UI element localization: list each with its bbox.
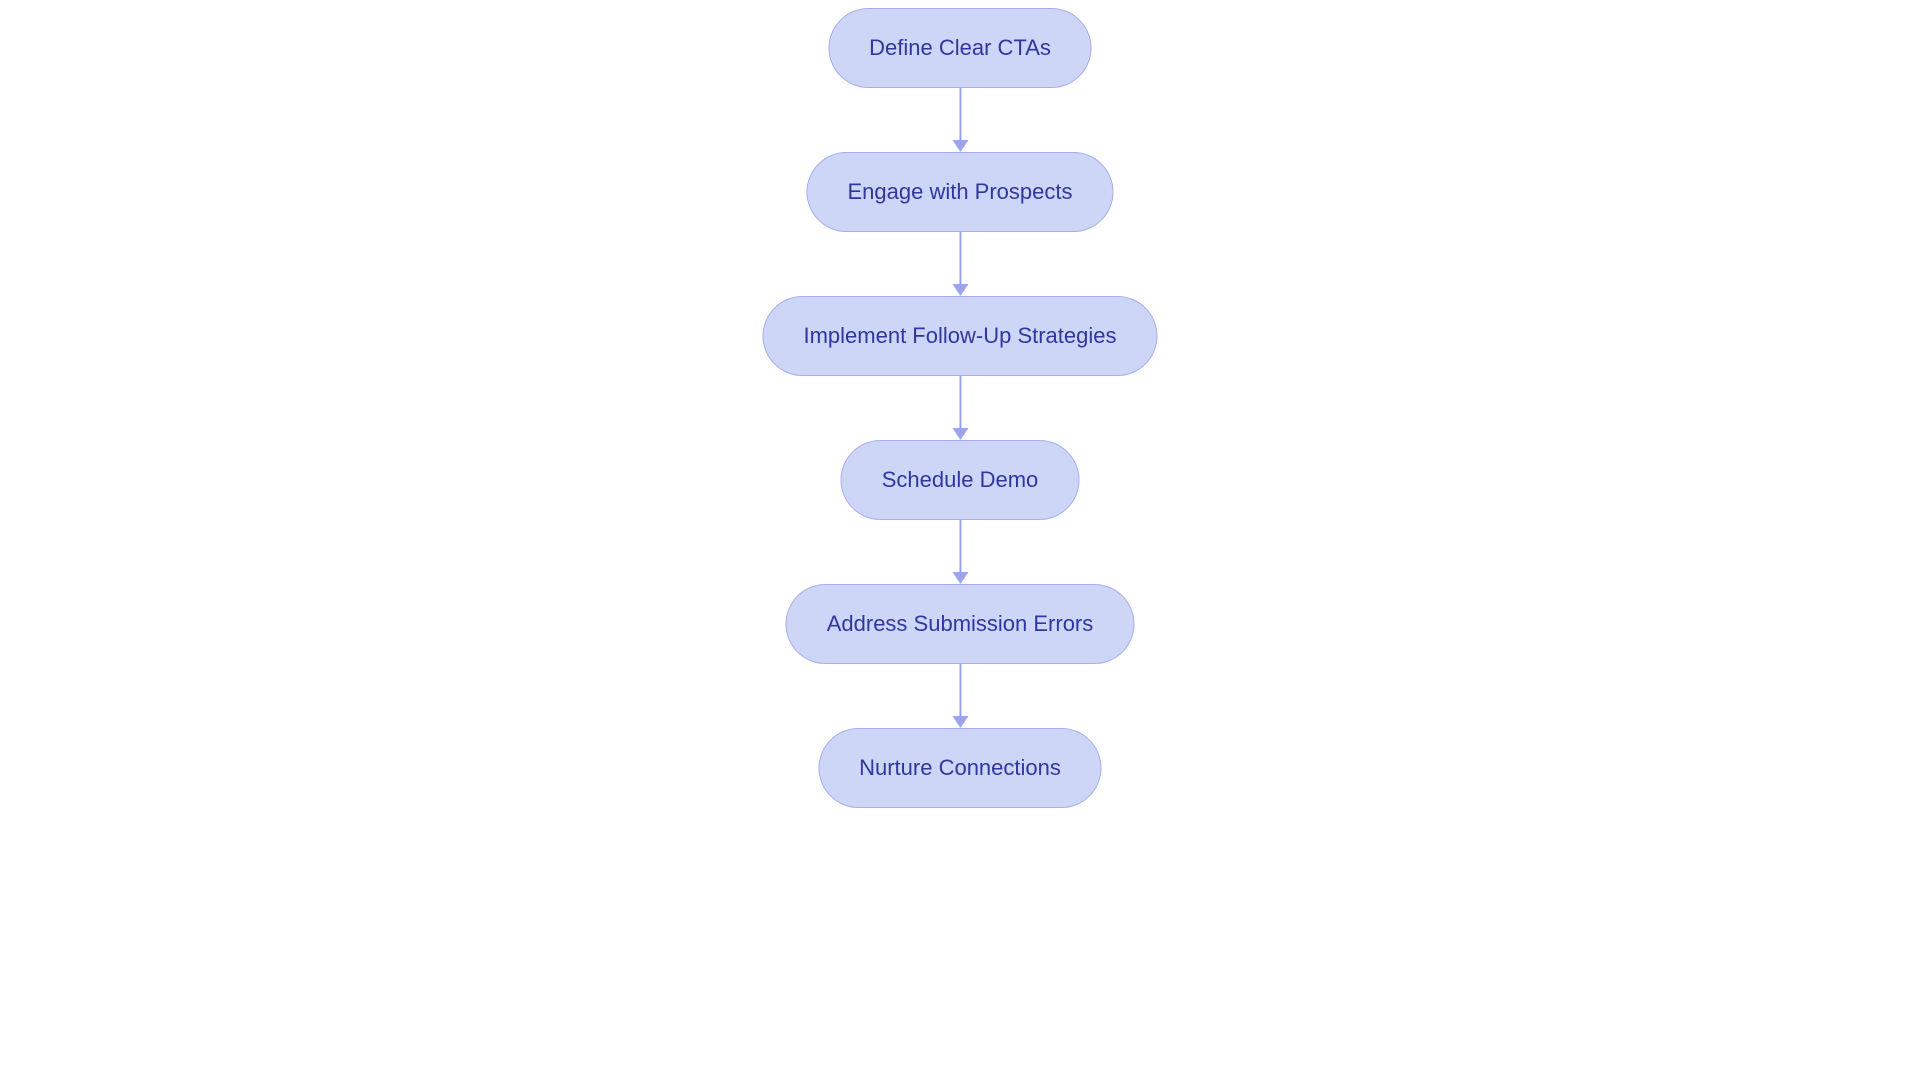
- arrow-line: [959, 376, 961, 428]
- flowchart-node-label: Address Submission Errors: [827, 611, 1094, 637]
- flowchart-node-label: Define Clear CTAs: [869, 35, 1051, 61]
- flowchart-arrow: [952, 232, 968, 296]
- arrow-line: [959, 88, 961, 140]
- flowchart-node-n4: Schedule Demo: [841, 440, 1080, 520]
- arrow-head-icon: [952, 284, 968, 296]
- flowchart-node-label: Schedule Demo: [882, 467, 1039, 493]
- arrow-line: [959, 664, 961, 716]
- flowchart-arrow: [952, 88, 968, 152]
- flowchart-node-n5: Address Submission Errors: [786, 584, 1135, 664]
- arrow-line: [959, 232, 961, 284]
- flowchart-node-n1: Define Clear CTAs: [828, 8, 1092, 88]
- arrow-head-icon: [952, 428, 968, 440]
- arrow-head-icon: [952, 140, 968, 152]
- arrow-head-icon: [952, 572, 968, 584]
- flowchart-arrow: [952, 520, 968, 584]
- flowchart-node-n2: Engage with Prospects: [806, 152, 1113, 232]
- flowchart-arrow: [952, 664, 968, 728]
- flowchart-node-label: Engage with Prospects: [847, 179, 1072, 205]
- flowchart-node-n3: Implement Follow-Up Strategies: [762, 296, 1157, 376]
- flowchart-node-n6: Nurture Connections: [818, 728, 1102, 808]
- arrow-head-icon: [952, 716, 968, 728]
- flowchart-container: Define Clear CTAs Engage with Prospects Im…: [762, 8, 1157, 808]
- flowchart-node-label: Implement Follow-Up Strategies: [803, 323, 1116, 349]
- flowchart-arrow: [952, 376, 968, 440]
- arrow-line: [959, 520, 961, 572]
- flowchart-node-label: Nurture Connections: [859, 755, 1061, 781]
